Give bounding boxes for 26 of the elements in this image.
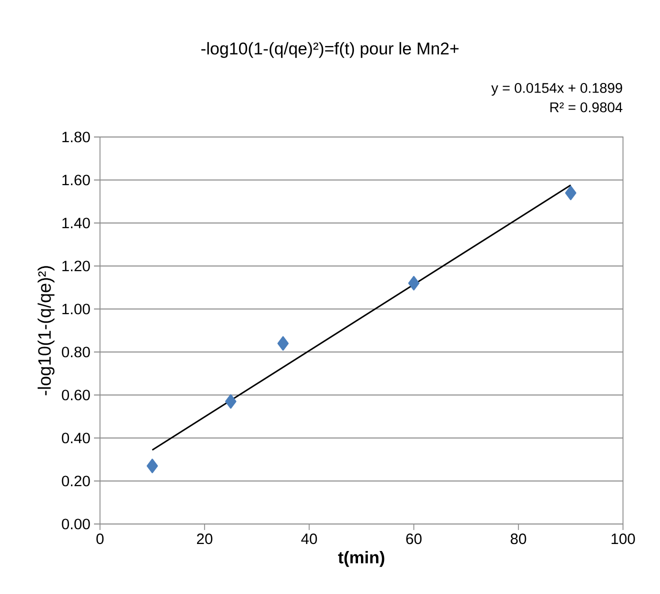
x-tick-label: 20 — [197, 534, 212, 544]
y-tick-label: 0.00 — [62, 518, 90, 530]
y-tick-label: 1.40 — [62, 218, 90, 228]
x-tick-label: 100 — [612, 534, 635, 544]
point — [277, 336, 289, 351]
point — [146, 458, 158, 474]
y-tick-label: 1.80 — [62, 132, 90, 142]
y-tick-label: 0.80 — [62, 346, 90, 358]
point — [225, 394, 236, 409]
y-tick-label: 0.40 — [62, 432, 90, 444]
y-tick-label: 1.60 — [62, 174, 90, 186]
point — [565, 186, 576, 200]
y-axis-title: -log10(1-(q/qe)²) — [38, 266, 54, 396]
x-tick-label: 80 — [510, 534, 526, 544]
point — [408, 276, 420, 290]
text: R² = 0.9804 — [550, 102, 622, 112]
x-tick-label: 40 — [301, 534, 317, 544]
text: y = 0.0154x + 0.1899 — [491, 83, 622, 96]
y-tick-label: 0.20 — [62, 476, 90, 486]
x-tick-label: 0 — [96, 534, 104, 544]
x-axis-title: t(min) — [338, 550, 384, 567]
y-tick-label: 0.60 — [62, 390, 90, 400]
chart-title: -log10(1-(q/qe)²)=f(t) pour le Mn2+ — [201, 42, 459, 58]
x-tick-label: 60 — [406, 534, 422, 544]
y-tick-label: 1.00 — [62, 304, 90, 314]
y-tick-label: 1.20 — [62, 260, 90, 272]
